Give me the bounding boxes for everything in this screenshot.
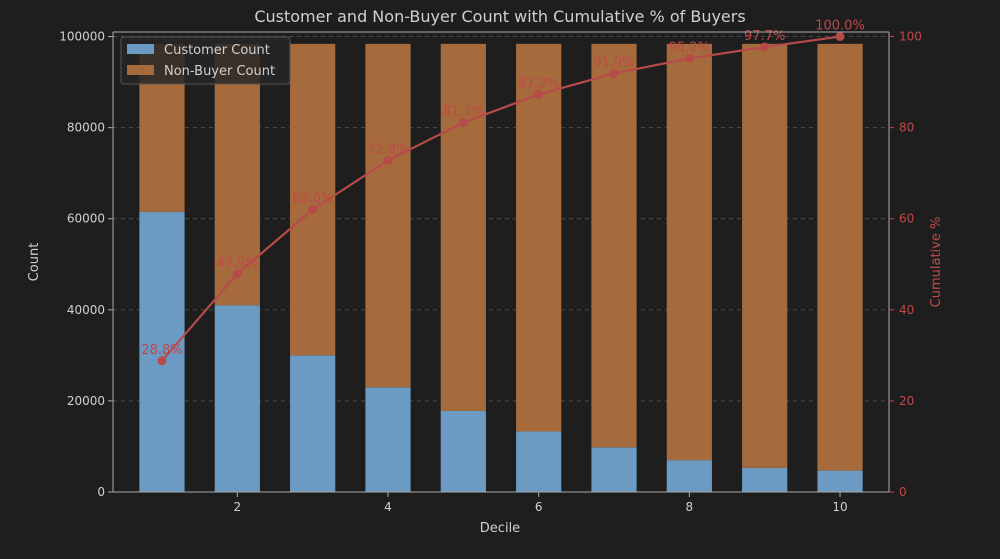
cumulative-label-5: 81.1%	[443, 105, 484, 120]
bar-customer-6	[516, 431, 562, 492]
bar-nonbuyer-6	[516, 43, 562, 432]
bar-customer-5	[440, 410, 486, 492]
cumulative-label-7: 91.9%	[593, 55, 634, 70]
cumulative-line	[161, 35, 841, 362]
y-tick-label-0: 0	[97, 485, 105, 499]
cumulative-label-9: 97.7%	[744, 29, 785, 44]
bar-customer-1	[139, 211, 185, 492]
bar-customer-3	[290, 355, 336, 492]
legend: Customer Count Non-Buyer Count	[120, 36, 291, 85]
cumulative-label-3: 62.0%	[292, 192, 333, 207]
x-tick-label-1: 4	[384, 500, 392, 514]
y-tick-label-5: 100000	[59, 30, 105, 44]
legend-label-0: Customer Count	[164, 43, 270, 58]
cumulative-line-group: 28.8% 47.9% 62.0% 72.8% 81.1% 87.3% 91.9% 95.2%…	[141, 19, 865, 366]
y-axis-right-label: Cumulative %	[929, 217, 944, 308]
y-tick-label-1: 20000	[67, 394, 105, 408]
cumulative-point-1	[157, 356, 167, 366]
cumulative-label-8: 95.2%	[669, 40, 710, 55]
bar-customer-9	[742, 467, 788, 492]
cumulative-point-8	[684, 53, 694, 63]
cumulative-point-7	[609, 68, 619, 78]
bar-nonbuyer-8	[666, 43, 712, 461]
cumulative-point-10	[835, 32, 845, 42]
bar-customer-2	[214, 305, 260, 492]
y-right-tick-label-3: 60	[899, 212, 914, 226]
y-tick-label-2: 40000	[67, 303, 105, 317]
cumulative-point-3	[308, 205, 318, 215]
bar-customer-8	[666, 460, 712, 492]
legend-swatch-1	[127, 65, 154, 75]
cumulative-label-2: 47.9%	[217, 256, 258, 271]
legend-box	[120, 36, 291, 85]
y-tick-label-4: 80000	[67, 121, 105, 135]
bar-nonbuyer-10	[817, 43, 863, 471]
y-axis-label: Count	[27, 243, 42, 282]
x-axis-label: Decile	[480, 521, 520, 536]
cumulative-label-10: 100.0%	[815, 19, 865, 34]
bars-group	[139, 43, 863, 492]
y-right-tick-label-4: 80	[899, 121, 914, 135]
cumulative-point-6	[534, 89, 544, 99]
legend-label-1: Non-Buyer Count	[164, 64, 275, 79]
y-right-tick-label-2: 40	[899, 303, 914, 317]
chart-title: Customer and Non-Buyer Count with Cumula…	[254, 7, 745, 26]
cumulative-label-1: 28.8%	[141, 343, 182, 358]
y-right-tick-label-1: 20	[899, 394, 914, 408]
bar-nonbuyer-4	[365, 43, 411, 388]
x-tick-label-3: 8	[686, 500, 694, 514]
y-tick-label-3: 60000	[67, 212, 105, 226]
bar-nonbuyer-9	[742, 43, 788, 468]
cumulative-point-5	[458, 118, 468, 128]
axes-group: 0 20000 40000 60000 80000 100000 0 20 40 60 80 100 2…	[59, 30, 922, 514]
legend-swatch-0	[127, 44, 154, 54]
cumulative-label-4: 72.8%	[367, 142, 408, 157]
cumulative-label-6: 87.3%	[518, 76, 559, 91]
bar-nonbuyer-7	[591, 43, 637, 448]
x-tick-label-2: 6	[535, 500, 543, 514]
bar-nonbuyer-5	[440, 43, 486, 411]
cumulative-point-4	[383, 155, 393, 165]
y-right-tick-label-0: 0	[899, 485, 907, 499]
cumulative-point-9	[760, 42, 770, 52]
y-right-tick-label-5: 100	[899, 30, 922, 44]
bar-customer-10	[817, 470, 863, 492]
bar-customer-7	[591, 447, 637, 492]
bar-customer-4	[365, 387, 411, 492]
x-tick-label-0: 2	[233, 500, 241, 514]
cumulative-point-2	[232, 269, 242, 279]
x-tick-label-4: 10	[832, 500, 847, 514]
